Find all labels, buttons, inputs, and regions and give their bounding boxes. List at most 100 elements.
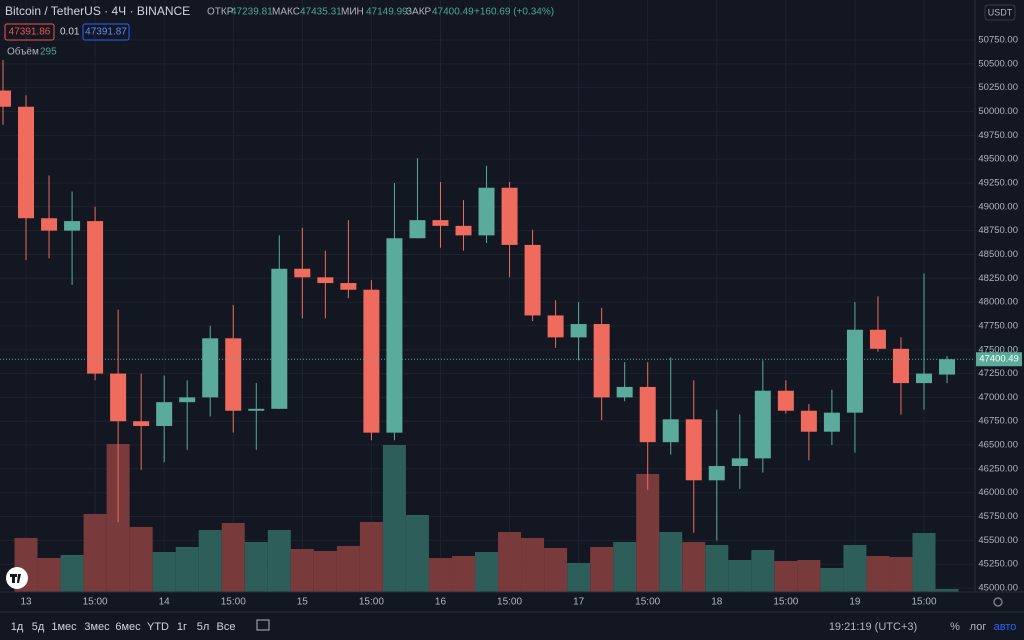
candle-body (87, 221, 104, 374)
y-tick-label: 46750.00 (978, 416, 1018, 427)
candle-body (294, 268, 311, 278)
volume-value: 295 (40, 47, 57, 58)
ask-box[interactable] (82, 23, 130, 41)
y-tick-label: 50750.00 (978, 35, 1018, 46)
high-value: 47435.31 (300, 7, 342, 18)
logo[interactable] (6, 567, 28, 589)
y-tick-label: 45750.00 (978, 511, 1018, 522)
range-button[interactable]: 1г (177, 621, 187, 633)
candle-body (455, 225, 472, 236)
range-button[interactable]: 5л (197, 621, 210, 633)
volume-bar (359, 522, 383, 592)
volume-bar (221, 523, 245, 592)
range-button[interactable]: 5д (32, 621, 45, 633)
volume-bar (405, 515, 429, 592)
clock: 19:21:19 (UTC+3) (829, 621, 917, 633)
volume (14, 444, 959, 592)
y-tick-label: 47750.00 (978, 320, 1018, 331)
volume-label: Объём (7, 46, 39, 58)
ask[interactable]: 47391.87 (85, 27, 127, 38)
candle-body (409, 220, 426, 239)
x-tick-label: 15:00 (221, 597, 246, 608)
x-tick-label: 19 (849, 597, 861, 608)
y-tick-label: 45250.00 (978, 559, 1018, 570)
volume-bar (382, 445, 406, 592)
candle-body (639, 386, 656, 443)
currency-button[interactable] (984, 4, 1016, 21)
spread: 0.01 (60, 27, 80, 38)
volume-bar (636, 474, 660, 592)
date-range-icon[interactable] (256, 619, 270, 631)
logo-mark (10, 574, 21, 583)
candle-body (41, 218, 58, 231)
currency[interactable]: USDT (988, 7, 1013, 17)
bid-box[interactable] (4, 23, 55, 41)
candle-body (800, 410, 817, 432)
settings-icon[interactable] (993, 597, 1003, 607)
bid[interactable]: 47391.86 (9, 27, 51, 38)
volume-bar (290, 549, 314, 592)
candle-body (869, 329, 886, 349)
range-button[interactable]: 1мес (51, 621, 77, 633)
candles (0, 60, 956, 541)
y-tick-label: 45000.00 (978, 583, 1018, 594)
y-tick-label: 48250.00 (978, 273, 1018, 284)
candle-body (731, 458, 748, 467)
symbol: Bitcoin / TetherUS · 4Ч · BINANCE (5, 4, 190, 18)
open-value: 47239.81 (231, 7, 273, 18)
range-buttons: 1д 5д 1мес 3мес 6мес YTD 1г 5л Все (11, 621, 236, 633)
candle-body (110, 373, 127, 422)
x-tick-label: 13 (20, 597, 32, 608)
y-tick-label: 49750.00 (978, 130, 1018, 141)
range-button[interactable]: YTD (147, 621, 169, 633)
volume-bar (428, 558, 452, 592)
auto-toggle[interactable]: авто (994, 621, 1017, 633)
x-tick-label: 15:00 (497, 597, 522, 608)
x-tick-label: 15:00 (773, 597, 798, 608)
y-tick-label: 46250.00 (978, 463, 1018, 474)
volume-bar (797, 560, 821, 592)
candle-body (202, 338, 219, 398)
y-tick-label: 50250.00 (978, 82, 1018, 93)
volume-bar (912, 533, 936, 592)
x-tick-label: 15:00 (83, 597, 108, 608)
axes: 45000.00 45250.00 45500.00 45750.00 46000.00… (20, 35, 1018, 608)
log-toggle[interactable]: лог (970, 621, 987, 633)
volume-bar (682, 542, 706, 592)
volume-bar (37, 558, 61, 592)
volume-bar (244, 542, 268, 592)
last-price-box (976, 352, 1022, 367)
y-tick-label: 48750.00 (978, 225, 1018, 236)
volume-bar (129, 527, 153, 592)
candle-body (616, 386, 633, 398)
candle-body (547, 315, 564, 338)
x-tick-label: 15:00 (635, 597, 660, 608)
candle-body (916, 373, 932, 384)
x-tick-label: 15:00 (359, 597, 384, 608)
volume-bar (590, 547, 614, 592)
low-value: 47149.99 (366, 7, 408, 18)
close-value: 47400.49 (432, 7, 474, 18)
volume-bar (889, 557, 913, 592)
volume-bar (198, 530, 222, 592)
volume-bar (659, 532, 683, 592)
volume-bar (336, 546, 360, 592)
volume-bar (567, 563, 591, 592)
percent-toggle[interactable]: % (950, 621, 960, 633)
candle-body (64, 221, 81, 231)
volume-bar (521, 538, 545, 592)
y-tick-label: 47500.00 (978, 344, 1018, 355)
x-tick-label: 15:00 (911, 597, 936, 608)
candle-body (685, 419, 702, 481)
volume-bar (728, 560, 752, 592)
candle-body (823, 412, 840, 432)
range-button[interactable]: 3мес (84, 621, 110, 633)
y-tick-label: 50000.00 (978, 106, 1018, 117)
range-button[interactable]: 1д (11, 621, 24, 633)
range-button[interactable]: Все (217, 621, 236, 633)
candle-body (524, 244, 541, 316)
range-button[interactable]: 6мес (115, 621, 141, 633)
y-tick-label: 48000.00 (978, 297, 1018, 308)
y-tick-label: 47250.00 (978, 368, 1018, 379)
